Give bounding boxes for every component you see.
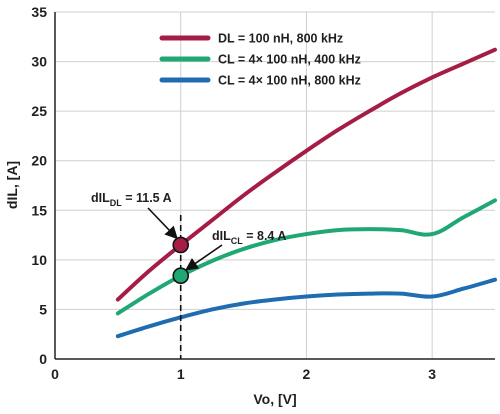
legend-label-3: CL = 4× 100 nH, 800 kHz	[218, 74, 361, 88]
marker-point-2	[172, 267, 190, 285]
annotation-label-1: dILDL = 11.5 A	[91, 191, 172, 208]
axes	[54, 12, 495, 360]
annotation-label-2: dILCL = 8.4 A	[212, 229, 286, 246]
y-tick-label: 10	[31, 252, 47, 268]
y-tick-label: 20	[31, 153, 47, 169]
y-axis-title: dIL, [A]	[4, 161, 20, 209]
y-tick-label: 25	[31, 103, 47, 119]
legend-label-1: DL = 100 nH, 800 kHz	[218, 32, 343, 46]
legend-label-2: CL = 4× 100 nH, 400 kHz	[218, 53, 361, 67]
x-tick-label: 1	[177, 366, 185, 382]
y-tick-label: 35	[31, 4, 47, 20]
grid	[55, 11, 495, 359]
x-tick-label: 2	[303, 366, 311, 382]
y-tick-label: 30	[31, 54, 47, 70]
annotations: dILDL = 11.5 A dILCL = 8.4 A	[91, 191, 286, 271]
x-tick-label: 3	[428, 366, 436, 382]
annotation-arrow-1	[147, 207, 178, 240]
y-tick-label: 15	[31, 202, 47, 218]
x-axis-title: Vo, [V]	[253, 391, 296, 407]
marker-point-1	[172, 236, 190, 254]
y-tick-label: 5	[39, 301, 47, 317]
tick-labels: 0 5 10 15 20 25 30 35 0 1 2 3	[31, 4, 436, 382]
markers	[172, 236, 190, 285]
y-tick-label: 0	[39, 351, 47, 367]
legend: DL = 100 nH, 800 kHz CL = 4× 100 nH, 400 …	[159, 32, 361, 88]
x-tick-label: 0	[51, 366, 59, 382]
annotation-arrow-2	[185, 244, 223, 271]
